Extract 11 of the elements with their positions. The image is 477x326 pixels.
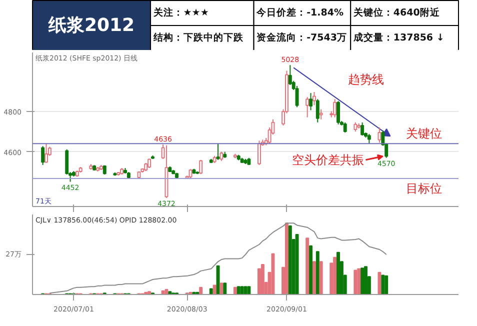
annotation: 空头价差共振 xyxy=(292,153,364,168)
text: 结构：下跌中的下跌 xyxy=(152,32,244,44)
ref-line-label: 目标位 xyxy=(406,182,442,196)
text: 资金流向：-7543万 xyxy=(256,32,347,44)
text: 关注：★★★ xyxy=(152,6,209,18)
text: 成交量：137856 ↓ xyxy=(352,32,444,44)
text: 关键位：4640附近 xyxy=(352,6,441,18)
text: 纸浆2012 xyxy=(47,15,135,36)
ref-line-label: 关键位 xyxy=(406,126,442,141)
series-label: 趋势线 xyxy=(348,72,384,87)
text: 今日价差：-1.84% xyxy=(256,6,344,18)
